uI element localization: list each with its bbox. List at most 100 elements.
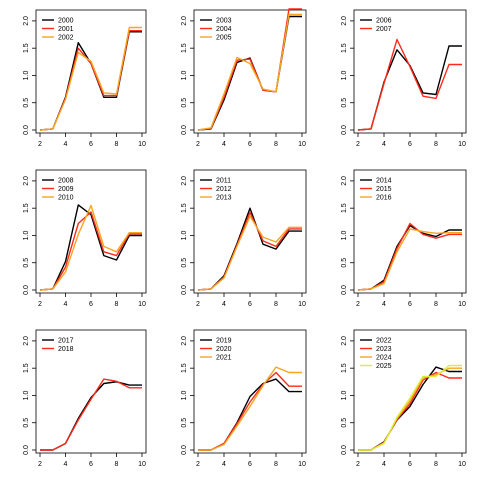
x-tick-label: 10	[458, 461, 466, 468]
legend-label: 2009	[58, 186, 74, 193]
x-tick-label: 2	[38, 301, 42, 308]
y-tick-label: 1.0	[23, 230, 30, 240]
y-tick-label: 2.0	[181, 336, 188, 346]
legend-label: 2010	[58, 195, 74, 202]
series-line-2016	[357, 228, 462, 291]
x-tick-label: 10	[298, 301, 306, 308]
series-line-2002	[39, 26, 142, 131]
legend-label: 2007	[376, 26, 392, 33]
x-tick-label: 4	[222, 301, 226, 308]
y-tick-label: 1.0	[181, 230, 188, 240]
y-tick-label: 0.0	[341, 125, 348, 135]
y-tick-label: 0.0	[341, 445, 348, 455]
y-tick-label: 0.5	[23, 418, 30, 428]
series-line-2023	[358, 371, 462, 451]
x-tick-label: 6	[89, 141, 93, 148]
legend-label: 2024	[376, 355, 392, 362]
x-tick-label: 6	[248, 301, 252, 308]
legend-label: 2006	[376, 18, 392, 25]
x-tick-label: 4	[382, 141, 386, 148]
y-tick-label: 0.0	[181, 285, 188, 295]
x-tick-label: 8	[274, 461, 278, 468]
y-tick-label: 2.0	[341, 336, 348, 346]
y-tick-label: 1.5	[341, 43, 348, 53]
legend-label: 2022	[376, 338, 392, 345]
y-tick-label: 1.0	[181, 390, 188, 400]
y-tick-label: 1.5	[181, 43, 188, 53]
x-tick-label: 2	[38, 461, 42, 468]
series-line-2024	[358, 367, 462, 451]
series-line-2012	[197, 211, 302, 291]
legend-label: 2025	[376, 363, 392, 370]
x-tick-label: 6	[248, 461, 252, 468]
y-tick-label: 1.5	[23, 203, 30, 213]
y-tick-label: 2.0	[23, 16, 30, 26]
y-tick-label: 0.5	[341, 418, 348, 428]
legend-label: 2019	[216, 338, 232, 345]
legend-label: 2023	[376, 346, 392, 353]
x-tick-label: 6	[408, 461, 412, 468]
x-tick-label: 8	[274, 301, 278, 308]
y-tick-label: 1.5	[181, 203, 188, 213]
x-tick-label: 2	[356, 141, 360, 148]
series-line-2005	[197, 13, 302, 131]
y-tick-label: 1.0	[23, 390, 30, 400]
legend-label: 2000	[58, 18, 74, 25]
x-tick-label: 6	[89, 301, 93, 308]
x-tick-label: 10	[298, 461, 306, 468]
x-tick-label: 4	[382, 461, 386, 468]
y-tick-label: 1.5	[181, 363, 188, 373]
x-tick-label: 2	[356, 301, 360, 308]
y-tick-label: 0.5	[341, 98, 348, 108]
x-tick-label: 4	[64, 141, 68, 148]
legend-label: 2021	[216, 355, 232, 362]
y-tick-label: 1.5	[23, 363, 30, 373]
x-tick-label: 4	[222, 141, 226, 148]
y-tick-label: 0.0	[23, 125, 30, 135]
x-tick-label: 2	[356, 461, 360, 468]
x-tick-label: 10	[138, 301, 146, 308]
series-line-2021	[198, 366, 302, 451]
y-tick-label: 2.0	[341, 16, 348, 26]
series-line-2022	[358, 366, 462, 451]
x-tick-label: 8	[434, 301, 438, 308]
series-line-2007	[357, 38, 462, 131]
y-tick-label: 0.5	[181, 258, 188, 268]
legend-label: 2014	[376, 178, 392, 185]
y-tick-label: 1.0	[341, 70, 348, 80]
x-tick-label: 6	[89, 461, 93, 468]
series-line-2020	[198, 371, 302, 451]
y-tick-label: 1.0	[23, 70, 30, 80]
x-tick-label: 4	[64, 301, 68, 308]
x-tick-label: 4	[64, 461, 68, 468]
y-tick-label: 1.0	[341, 390, 348, 400]
legend-label: 2016	[376, 195, 392, 202]
x-tick-label: 2	[196, 141, 200, 148]
legend-label: 2017	[58, 338, 74, 345]
y-tick-label: 0.0	[181, 125, 188, 135]
y-tick-label: 0.0	[341, 285, 348, 295]
legend-label: 2003	[216, 18, 232, 25]
y-tick-label: 0.5	[181, 418, 188, 428]
legend-label: 2005	[216, 35, 232, 42]
series-line-2025	[358, 364, 462, 451]
legend-label: 2002	[58, 35, 74, 42]
y-tick-label: 0.0	[23, 285, 30, 295]
legend-label: 2008	[58, 178, 74, 185]
x-tick-label: 4	[222, 461, 226, 468]
y-tick-label: 1.5	[341, 203, 348, 213]
legend-label: 2011	[216, 178, 231, 185]
y-tick-label: 1.0	[341, 230, 348, 240]
legend-label: 2013	[216, 195, 232, 202]
y-tick-label: 1.0	[181, 70, 188, 80]
legend-label: 2018	[58, 346, 74, 353]
x-tick-label: 8	[115, 301, 119, 308]
